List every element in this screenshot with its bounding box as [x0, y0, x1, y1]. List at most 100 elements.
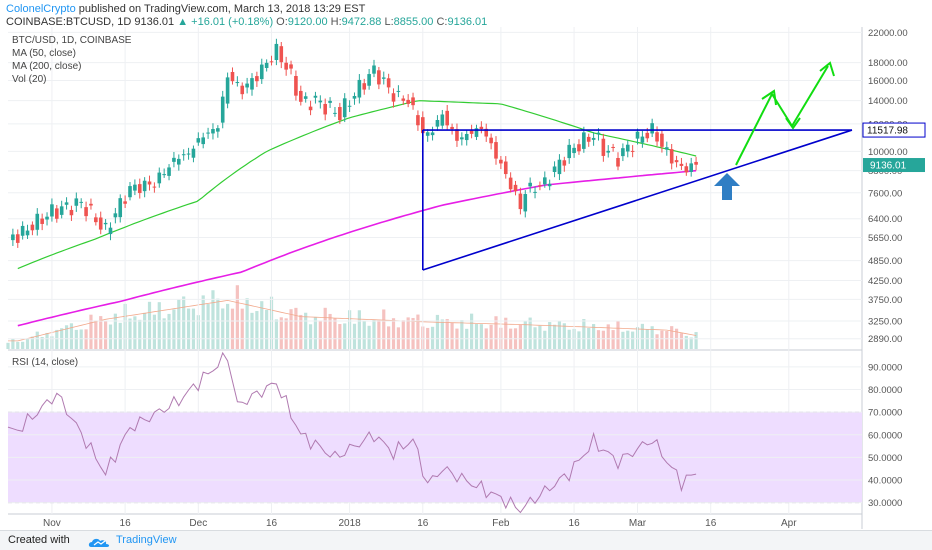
candle — [186, 147, 191, 160]
candle — [323, 98, 327, 121]
rsi-line — [7, 351, 697, 514]
volume-bar — [30, 336, 34, 349]
volume-bar — [343, 323, 347, 349]
volume-bar — [391, 318, 396, 349]
candle — [572, 143, 576, 158]
volume-bar — [552, 324, 557, 349]
author-link[interactable]: ColonelCrypto — [6, 3, 76, 15]
rsi-tick-label: 50.0000 — [868, 453, 902, 464]
volume-bar — [55, 329, 59, 349]
price-tick-label: 3250.00 — [868, 317, 902, 328]
volume-bar — [621, 331, 625, 349]
volume-bar — [240, 308, 244, 349]
candle — [577, 139, 581, 155]
candle — [650, 118, 654, 138]
time-tick-label: Apr — [781, 518, 797, 529]
candle — [216, 125, 220, 138]
time-tick-label: 16 — [705, 518, 717, 529]
indicator-legend: BTC/USD, 1D, COINBASE MA (50, close) MA … — [12, 34, 131, 86]
volume-bar — [450, 322, 454, 349]
up-arrow-icon[interactable] — [714, 173, 740, 200]
candle — [640, 130, 645, 148]
volume-bar — [201, 295, 205, 349]
time-tick-label: Dec — [189, 518, 207, 529]
published-text: published on TradingView.com, March 13, … — [78, 3, 366, 15]
candle — [489, 133, 493, 150]
ma200-legend[interactable]: MA (200, close) — [12, 61, 82, 72]
candle — [660, 130, 664, 153]
volume-bar — [528, 317, 532, 349]
volume-bar — [99, 316, 103, 349]
volume-bar — [504, 317, 508, 349]
volume-bar — [138, 319, 142, 349]
volume-bar — [377, 320, 381, 349]
candle — [347, 100, 352, 113]
volume-bar — [118, 322, 122, 349]
candle — [284, 56, 288, 76]
projection-arrowhead-3 — [819, 61, 835, 77]
volume-bar — [401, 320, 405, 349]
volume-bar — [89, 314, 93, 349]
volume-bar — [147, 301, 152, 349]
volume-bar — [357, 310, 361, 349]
candle — [211, 123, 215, 140]
support-trendline[interactable] — [422, 129, 853, 271]
close-label: C: — [436, 16, 448, 28]
volume-legend[interactable]: Vol (20) — [12, 74, 47, 85]
candle — [591, 132, 596, 146]
tradingview-brand[interactable]: TradingView — [116, 534, 177, 546]
volume-bar — [206, 304, 210, 349]
volume-bar — [221, 308, 225, 349]
volume-bar — [11, 338, 15, 349]
candle — [425, 129, 430, 142]
up-triangle-icon: ▲ — [177, 16, 189, 28]
candle — [45, 212, 49, 226]
candle — [20, 221, 25, 240]
candle — [528, 177, 532, 193]
price-tick-label: 22000.00 — [868, 28, 908, 39]
rsi-tick-label: 60.0000 — [868, 430, 902, 441]
open-value: 9120.00 — [287, 16, 328, 28]
svg-text:11517.98: 11517.98 — [867, 126, 908, 137]
candle — [206, 127, 210, 139]
volume-bar — [94, 320, 98, 349]
volume-bar — [606, 324, 610, 349]
volume-bar — [21, 341, 25, 349]
candle — [445, 105, 449, 130]
projection-path[interactable] — [735, 65, 829, 166]
candle — [89, 198, 93, 210]
rsi-legend[interactable]: RSI (14, close) — [12, 357, 79, 368]
volume-bar — [323, 307, 327, 349]
volume-bar — [660, 330, 664, 349]
volume-bar — [601, 330, 605, 349]
candle — [40, 213, 44, 231]
volume-bar — [304, 312, 308, 349]
ma50-legend[interactable]: MA (50, close) — [12, 48, 76, 59]
candle — [74, 192, 79, 212]
candle — [225, 72, 230, 109]
candle — [191, 145, 196, 163]
volume-bar — [372, 319, 376, 349]
candle — [98, 211, 103, 235]
volume-bar — [596, 330, 601, 349]
volume-bar — [396, 327, 400, 349]
volume-bar — [64, 325, 69, 349]
volume-bar — [274, 319, 278, 349]
candle — [64, 197, 69, 210]
volume-bar — [616, 320, 620, 349]
volume-bar — [611, 330, 615, 349]
candle — [11, 228, 15, 246]
candle — [396, 85, 401, 98]
candle — [196, 132, 201, 146]
candle — [694, 156, 698, 171]
price-tick-label: 7600.00 — [868, 188, 902, 199]
candle — [562, 156, 567, 172]
candle — [616, 152, 620, 171]
candle — [523, 190, 528, 218]
series-title[interactable]: BTC/USD, 1D, COINBASE — [12, 35, 132, 46]
volume-bar — [74, 329, 78, 349]
candle — [503, 156, 508, 179]
candle — [460, 132, 464, 146]
volume-bar — [440, 319, 444, 349]
volume-bar — [230, 308, 235, 349]
